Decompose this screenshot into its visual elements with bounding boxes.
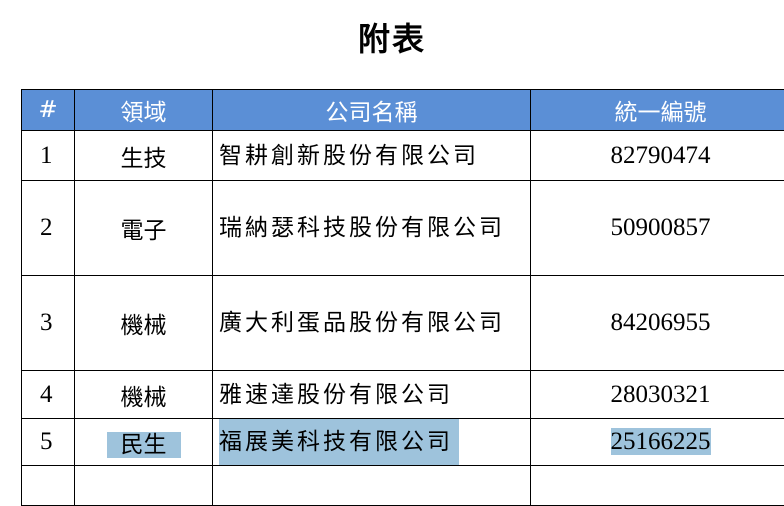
- table-row: 4 機械 雅速達股份有限公司 28030321: [22, 371, 784, 419]
- row-company: 廣大利蛋品股份有限公司: [219, 300, 509, 346]
- row-field: 電子: [75, 181, 213, 276]
- col-field: 領域: [75, 90, 213, 131]
- table-row: 2 電子 瑞納瑟科技股份有限公司 50900857: [22, 181, 784, 276]
- row-number: 5: [22, 419, 75, 466]
- table-row: [22, 466, 784, 506]
- row-id: 50900857: [531, 181, 784, 276]
- table-header: # 領域 公司名稱 統一編號: [22, 90, 784, 131]
- table-row: 1 生技 智耕創新股份有限公司 82790474: [22, 131, 784, 181]
- row-id: 82790474: [531, 131, 784, 181]
- page-title: 附表: [0, 14, 784, 60]
- row-company: 智耕創新股份有限公司: [219, 133, 509, 179]
- row-field: 機械: [75, 371, 213, 419]
- row-number: 2: [22, 181, 75, 276]
- row-field: 民生: [107, 432, 181, 458]
- company-table: # 領域 公司名稱 統一編號 1 生技 智耕創新股份有限公司 82790474 …: [21, 89, 784, 506]
- row-id: 28030321: [531, 371, 784, 419]
- row-number: 4: [22, 371, 75, 419]
- row-field: 機械: [75, 276, 213, 371]
- row-number: 3: [22, 276, 75, 371]
- col-id: 統一編號: [531, 90, 784, 131]
- row-field: 生技: [75, 131, 213, 181]
- table-row-highlighted: 5 民生 福展美科技有限公司 25166225: [22, 419, 784, 466]
- row-id: 25166225: [611, 428, 711, 455]
- row-company: 福展美科技有限公司: [219, 419, 459, 465]
- row-number: 1: [22, 131, 75, 181]
- col-company: 公司名稱: [213, 90, 531, 131]
- row-company: 雅速達股份有限公司: [219, 372, 509, 418]
- row-company: 瑞納瑟科技股份有限公司: [219, 205, 509, 251]
- table-row: 3 機械 廣大利蛋品股份有限公司 84206955: [22, 276, 784, 371]
- row-id: 84206955: [531, 276, 784, 371]
- col-number: #: [22, 90, 75, 131]
